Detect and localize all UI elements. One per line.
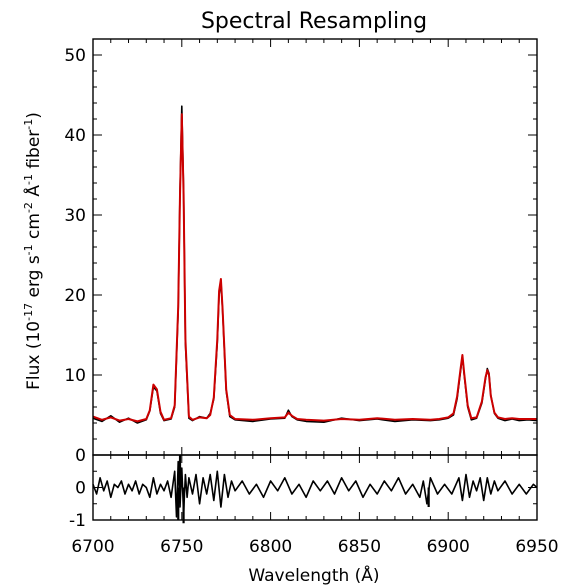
y-axis-title-superscript: -2	[22, 202, 35, 213]
y-axis-title-part: fiber	[24, 130, 44, 174]
y-axis-title-part: Flux (10	[24, 321, 44, 390]
residual-line	[92, 460, 538, 518]
y-tick-label: 10	[64, 366, 86, 386]
residual-panel-series	[92, 455, 538, 524]
residual-panel-ytick-labels: -1 0	[69, 479, 86, 532]
y-tick-label: 0	[75, 446, 86, 466]
observed-spectrum-line	[92, 105, 538, 424]
resampled-spectrum-line	[92, 113, 537, 423]
residual-panel-frame	[92, 454, 538, 521]
x-tick-label: 6900	[427, 537, 470, 557]
x-tick-label: 6950	[515, 537, 558, 557]
y-axis-title-part: )	[24, 112, 44, 119]
top-panel-ytick-labels: 0 10 20 30 40 50	[64, 46, 86, 466]
y-tick-label: 30	[64, 206, 86, 226]
y-axis-title-superscript: -17	[22, 303, 35, 321]
y-tick-label: 40	[64, 126, 86, 146]
y-tick-label: 20	[64, 286, 86, 306]
y-axis-title-part: erg s	[24, 255, 44, 303]
residual-panel: -1 0 6700 6750 6800 6850 6900 6950	[69, 454, 559, 557]
x-tick-label: 6800	[249, 537, 292, 557]
y-axis-title-superscript: -1	[22, 119, 35, 130]
y-axis-title-part: Å	[22, 185, 44, 202]
top-panel: 0 10 20 30 40 50	[64, 38, 538, 466]
x-tick-label: 6850	[338, 537, 381, 557]
y-axis-title-superscript: -1	[22, 244, 35, 255]
top-panel-ticks	[92, 39, 538, 456]
top-panel-frame	[92, 38, 538, 456]
x-tick-label: 6750	[160, 537, 203, 557]
y-axis-title-part: cm	[24, 213, 44, 244]
y-axis-title-superscript: -1	[22, 174, 35, 185]
y-axis-title: Flux (10-17 erg s-1 cm-2 Å-1 fiber-1)	[22, 112, 44, 390]
x-tick-label: 6700	[71, 537, 114, 557]
x-axis-title: Wavelength (Å)	[248, 564, 379, 586]
top-panel-series	[92, 105, 538, 424]
y-tick-label: 50	[64, 46, 86, 66]
y-tick-label: -1	[69, 511, 86, 531]
chart-title: Spectral Resampling	[201, 9, 427, 34]
x-axis-tick-labels: 6700 6750 6800 6850 6900 6950	[71, 537, 558, 557]
y-tick-label: 0	[75, 479, 86, 499]
